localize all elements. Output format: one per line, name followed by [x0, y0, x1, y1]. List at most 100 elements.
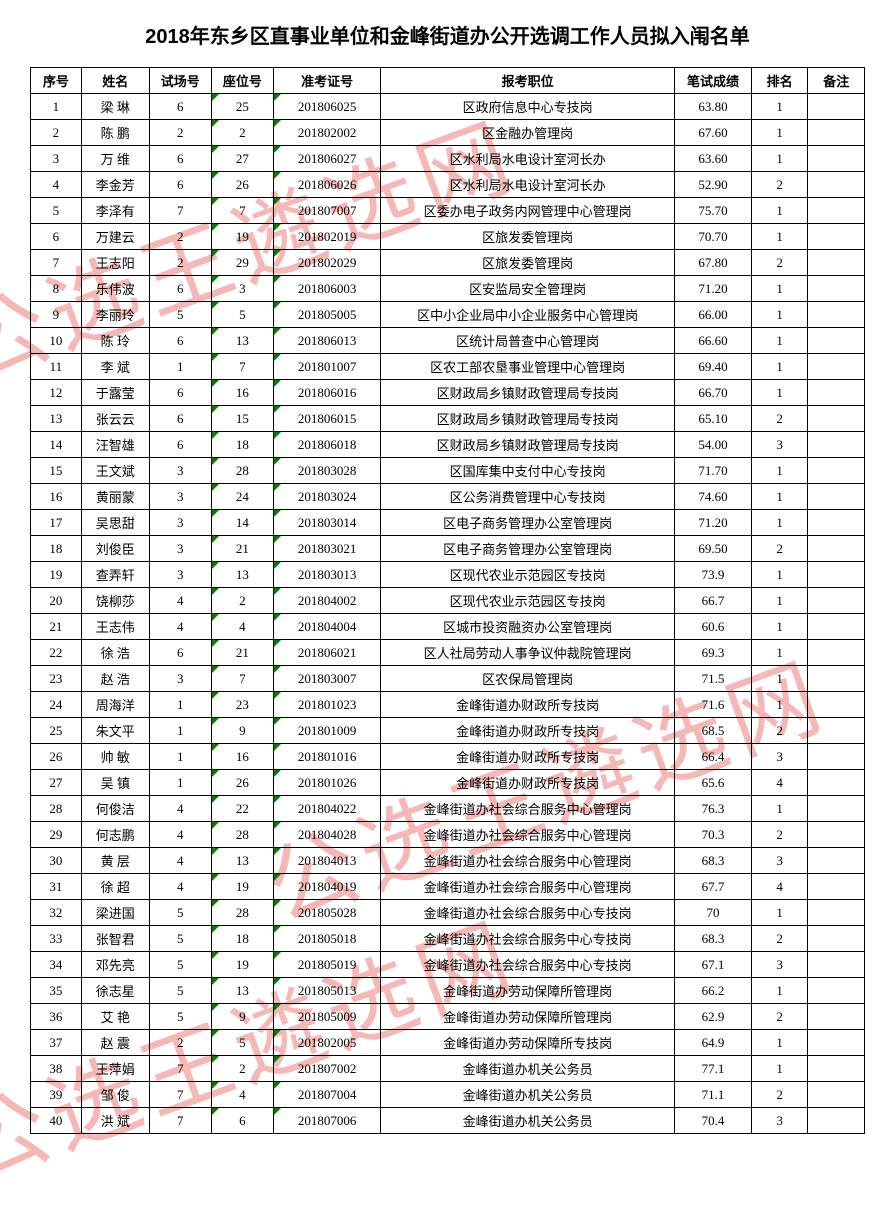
- cell-note: [808, 432, 865, 458]
- cell-note: [808, 536, 865, 562]
- cell-seat: 6: [211, 1108, 273, 1134]
- cell-room: 3: [149, 666, 211, 692]
- cell-rank: 2: [751, 172, 808, 198]
- cell-rank: 3: [751, 432, 808, 458]
- cell-room: 6: [149, 146, 211, 172]
- cell-pos: 区财政局乡镇财政管理局专技岗: [381, 380, 675, 406]
- cell-note: [808, 172, 865, 198]
- cell-exam: 201801026: [273, 770, 380, 796]
- cell-note: [808, 198, 865, 224]
- cell-exam: 201806027: [273, 146, 380, 172]
- cell-exam: 201806013: [273, 328, 380, 354]
- cell-exam: 201805028: [273, 900, 380, 926]
- cell-name: 梁 琳: [81, 94, 149, 120]
- cell-exam: 201801023: [273, 692, 380, 718]
- cell-score: 76.3: [675, 796, 752, 822]
- cell-name: 陈 鹏: [81, 120, 149, 146]
- header-score: 笔试成绩: [675, 68, 752, 94]
- cell-room: 6: [149, 172, 211, 198]
- cell-pos: 金峰街道办财政所专技岗: [381, 770, 675, 796]
- cell-exam: 201804002: [273, 588, 380, 614]
- cell-seq: 20: [31, 588, 82, 614]
- table-row: 30黄 层413201804013金峰街道办社会综合服务中心管理岗68.33: [31, 848, 865, 874]
- cell-rank: 3: [751, 848, 808, 874]
- cell-name: 吴思甜: [81, 510, 149, 536]
- cell-exam: 201803028: [273, 458, 380, 484]
- cell-seat: 26: [211, 172, 273, 198]
- cell-note: [808, 1004, 865, 1030]
- table-row: 12于露莹616201806016区财政局乡镇财政管理局专技岗66.701: [31, 380, 865, 406]
- cell-pos: 金峰街道办财政所专技岗: [381, 718, 675, 744]
- cell-name: 汪智雄: [81, 432, 149, 458]
- cell-name: 饶柳莎: [81, 588, 149, 614]
- cell-exam: 201806018: [273, 432, 380, 458]
- cell-seat: 13: [211, 978, 273, 1004]
- cell-room: 4: [149, 614, 211, 640]
- cell-score: 66.4: [675, 744, 752, 770]
- cell-seq: 30: [31, 848, 82, 874]
- cell-pos: 区财政局乡镇财政管理局专技岗: [381, 406, 675, 432]
- cell-rank: 2: [751, 718, 808, 744]
- cell-score: 70: [675, 900, 752, 926]
- table-row: 2陈 鹏22201802002区金融办管理岗67.601: [31, 120, 865, 146]
- cell-pos: 区电子商务管理办公室管理岗: [381, 536, 675, 562]
- table-row: 11李 斌17201801007区农工部农垦事业管理中心管理岗69.401: [31, 354, 865, 380]
- cell-exam: 201804013: [273, 848, 380, 874]
- cell-seat: 2: [211, 120, 273, 146]
- cell-name: 张云云: [81, 406, 149, 432]
- cell-pos: 区财政局乡镇财政管理局专技岗: [381, 432, 675, 458]
- cell-rank: 1: [751, 588, 808, 614]
- cell-seat: 27: [211, 146, 273, 172]
- cell-pos: 区政府信息中心专技岗: [381, 94, 675, 120]
- table-row: 7王志阳229201802029区旅发委管理岗67.802: [31, 250, 865, 276]
- cell-seat: 16: [211, 380, 273, 406]
- cell-rank: 1: [751, 146, 808, 172]
- cell-note: [808, 770, 865, 796]
- cell-score: 67.80: [675, 250, 752, 276]
- cell-seq: 28: [31, 796, 82, 822]
- cell-score: 66.00: [675, 302, 752, 328]
- cell-seq: 2: [31, 120, 82, 146]
- cell-name: 赵 浩: [81, 666, 149, 692]
- cell-score: 66.2: [675, 978, 752, 1004]
- cell-rank: 2: [751, 1082, 808, 1108]
- cell-exam: 201802019: [273, 224, 380, 250]
- cell-seq: 19: [31, 562, 82, 588]
- cell-rank: 1: [751, 1030, 808, 1056]
- cell-name: 帅 敏: [81, 744, 149, 770]
- cell-exam: 201804022: [273, 796, 380, 822]
- cell-exam: 201806003: [273, 276, 380, 302]
- cell-seat: 28: [211, 458, 273, 484]
- cell-rank: 1: [751, 484, 808, 510]
- cell-note: [808, 718, 865, 744]
- cell-pos: 金峰街道办劳动保障所管理岗: [381, 978, 675, 1004]
- cell-seq: 36: [31, 1004, 82, 1030]
- cell-seat: 2: [211, 1056, 273, 1082]
- cell-seat: 15: [211, 406, 273, 432]
- cell-score: 70.3: [675, 822, 752, 848]
- cell-seat: 28: [211, 900, 273, 926]
- cell-exam: 201801009: [273, 718, 380, 744]
- cell-name: 徐 浩: [81, 640, 149, 666]
- cell-note: [808, 848, 865, 874]
- cell-exam: 201803021: [273, 536, 380, 562]
- cell-note: [808, 822, 865, 848]
- cell-rank: 1: [751, 94, 808, 120]
- cell-room: 1: [149, 770, 211, 796]
- table-row: 29何志鹏428201804028金峰街道办社会综合服务中心管理岗70.32: [31, 822, 865, 848]
- cell-score: 54.00: [675, 432, 752, 458]
- cell-rank: 1: [751, 120, 808, 146]
- cell-pos: 金峰街道办社会综合服务中心管理岗: [381, 796, 675, 822]
- cell-seq: 9: [31, 302, 82, 328]
- cell-room: 4: [149, 796, 211, 822]
- cell-rank: 4: [751, 770, 808, 796]
- cell-seq: 40: [31, 1108, 82, 1134]
- cell-seat: 19: [211, 874, 273, 900]
- table-row: 3万 维627201806027区水利局水电设计室河长办63.601: [31, 146, 865, 172]
- cell-rank: 1: [751, 796, 808, 822]
- cell-note: [808, 978, 865, 1004]
- cell-exam: 201805009: [273, 1004, 380, 1030]
- cell-note: [808, 510, 865, 536]
- cell-note: [808, 588, 865, 614]
- cell-exam: 201806025: [273, 94, 380, 120]
